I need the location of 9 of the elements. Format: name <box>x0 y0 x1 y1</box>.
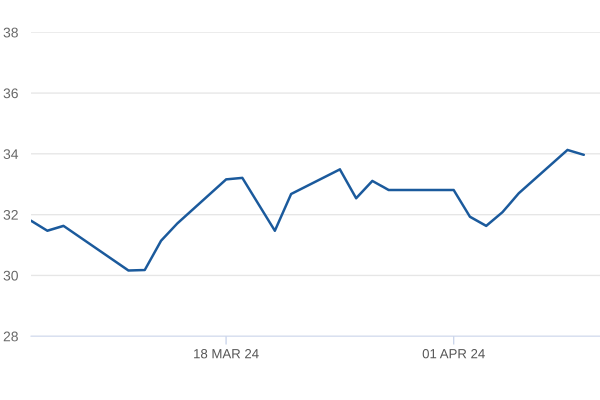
y-tick-label: 34 <box>4 149 18 160</box>
y-tick-label: 38 <box>4 28 18 38</box>
y-tick-label: 30 <box>4 270 18 281</box>
line-series <box>31 148 585 272</box>
x-tick-label: 18 MAR 24 <box>194 349 259 358</box>
y-tick-label: 28 <box>4 332 18 342</box>
y-tick-label: 32 <box>4 210 18 220</box>
y-tick-label: 36 <box>4 88 18 98</box>
x-tick-label: 01 APR 24 <box>422 349 485 358</box>
